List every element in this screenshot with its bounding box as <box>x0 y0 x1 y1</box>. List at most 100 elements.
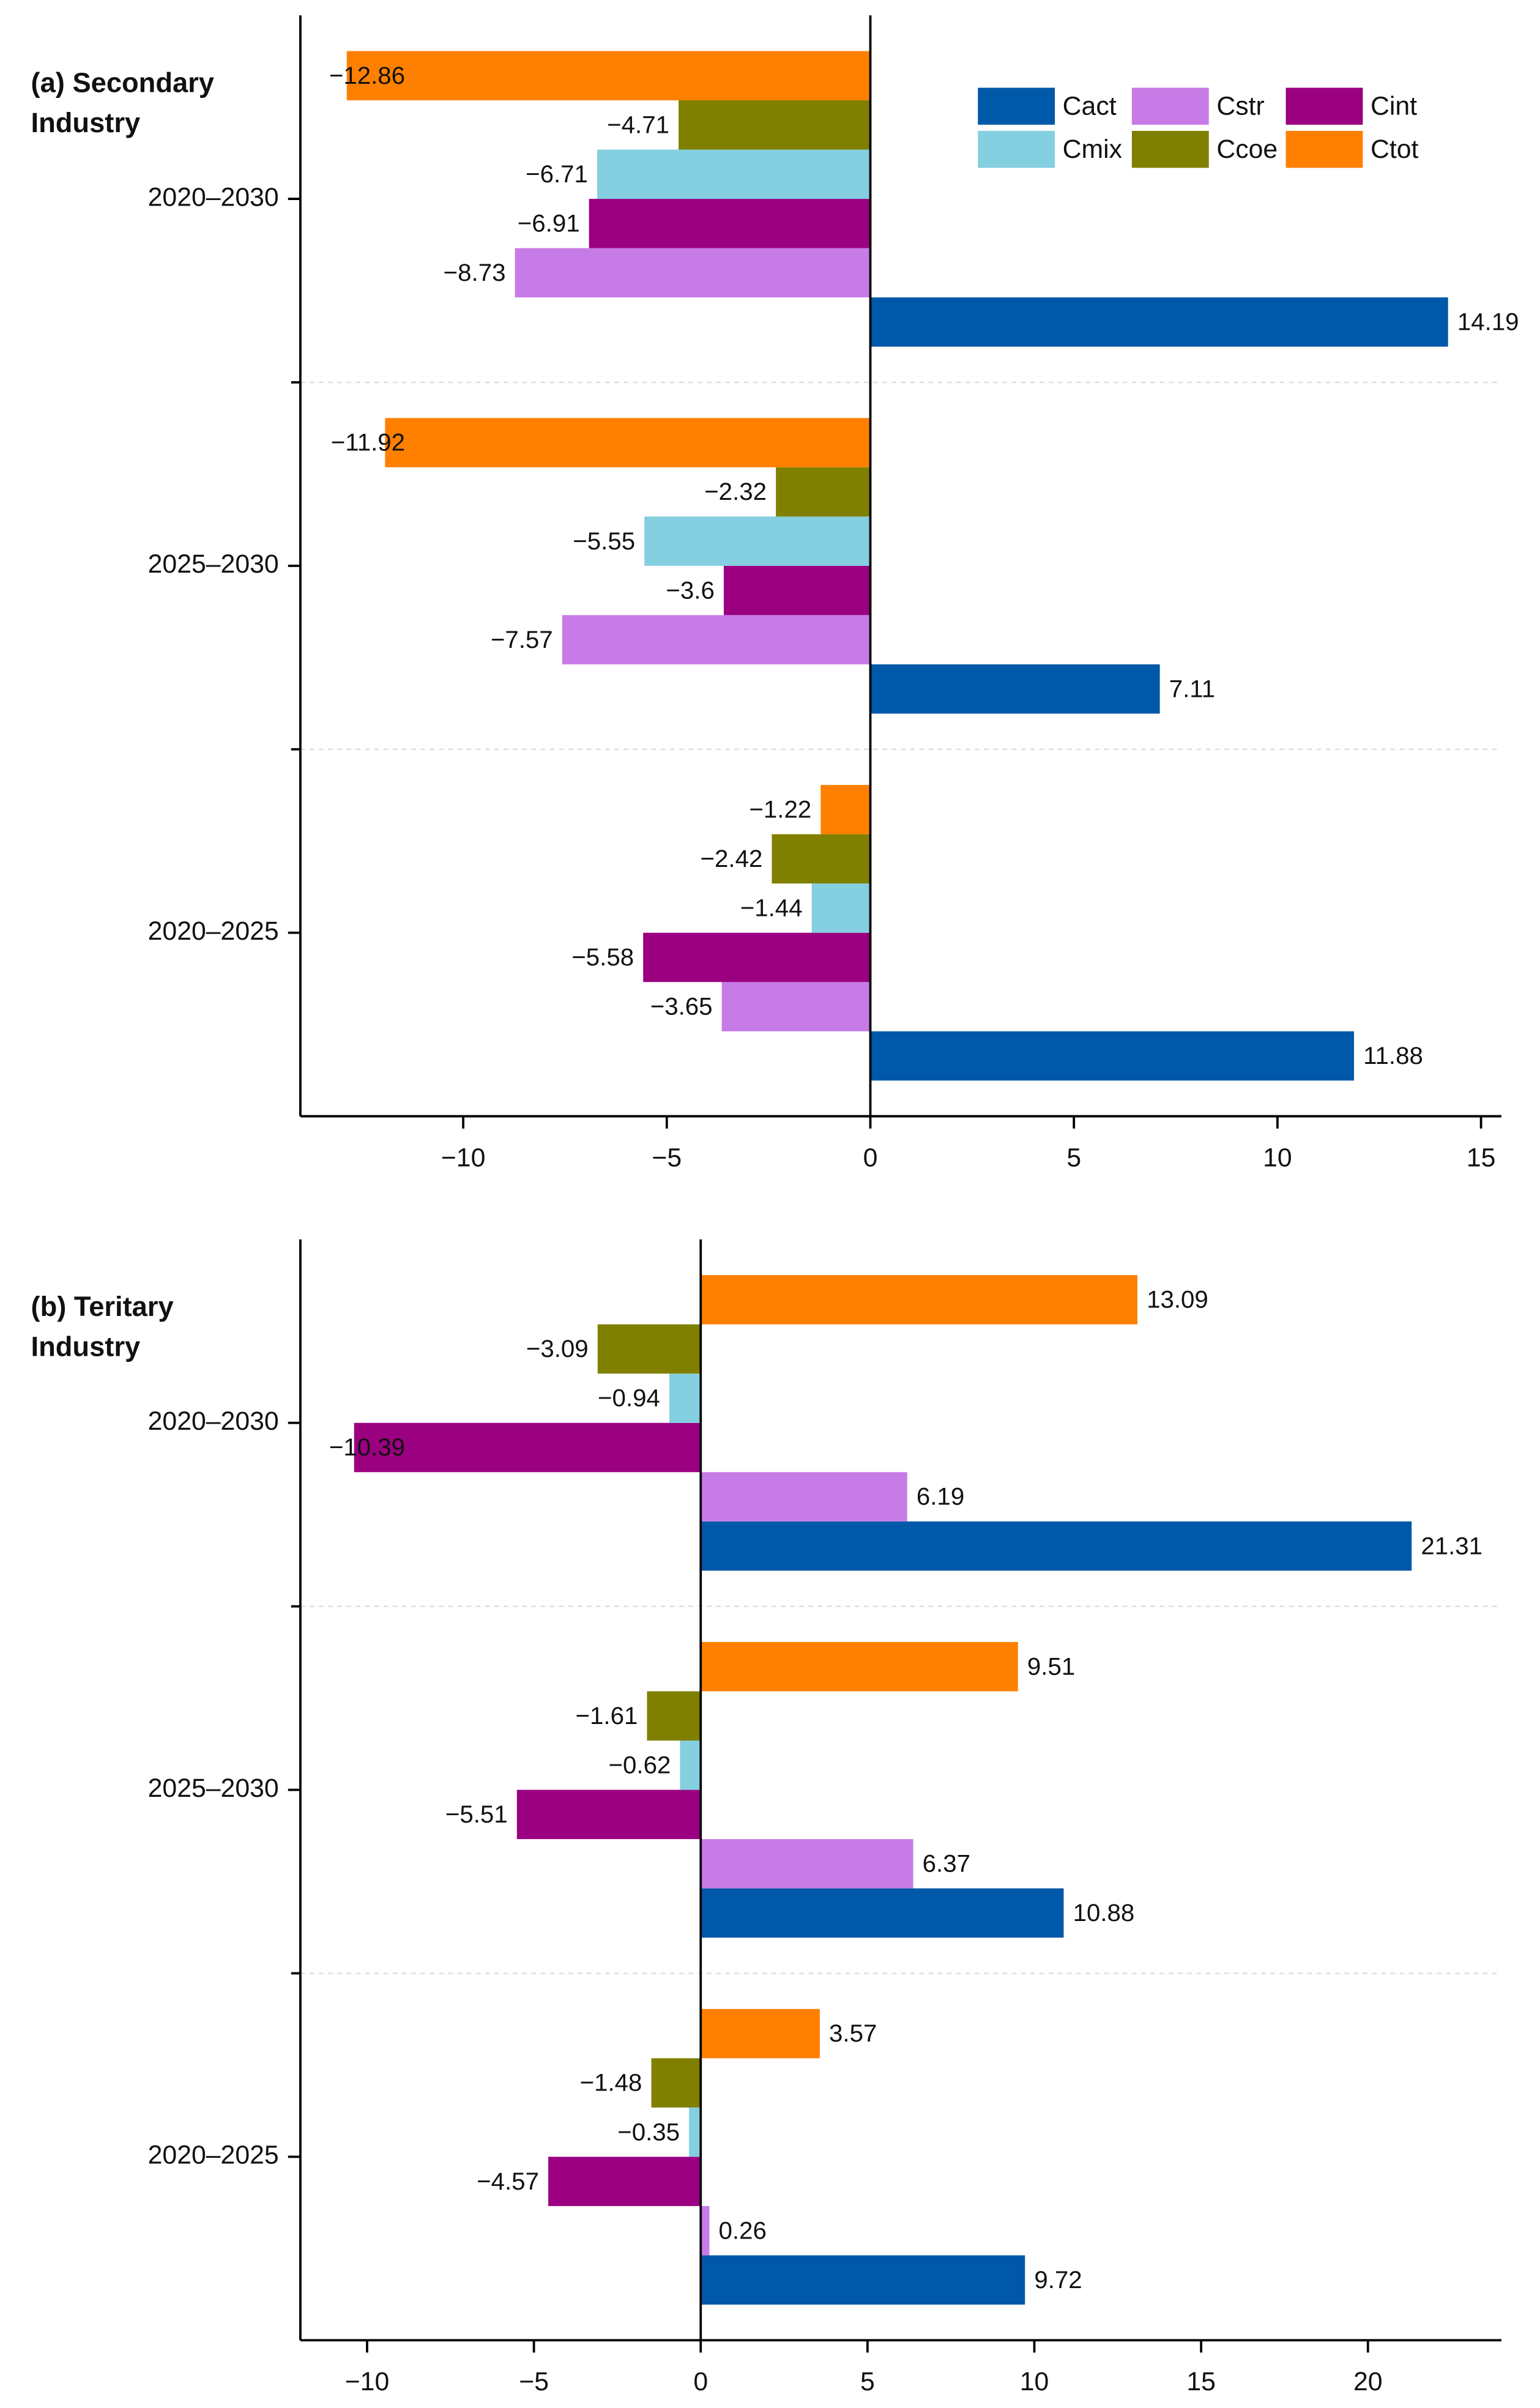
legend-swatch <box>978 87 1055 125</box>
x-tick-label: 15 <box>1186 2367 1216 2396</box>
x-tick-label: −10 <box>441 1143 486 1172</box>
legend-swatch <box>1131 87 1209 125</box>
data-label: −0.94 <box>598 1384 660 1412</box>
data-label: −12.86 <box>329 62 405 89</box>
bar <box>669 1373 701 1423</box>
bar <box>385 418 871 467</box>
chart-title: Industry <box>31 1331 141 1362</box>
data-label: −1.61 <box>576 1702 638 1730</box>
bar <box>515 248 871 298</box>
chart-title: (b) Teritary <box>31 1291 174 1322</box>
data-label: −8.73 <box>444 259 506 286</box>
x-tick-label: 20 <box>1353 2367 1383 2396</box>
data-label: −6.71 <box>526 160 588 188</box>
legend-label: Ctot <box>1371 135 1419 164</box>
y-tick-label: 2020–2030 <box>148 1407 279 1436</box>
x-tick-label: 10 <box>1263 1143 1292 1172</box>
bar <box>811 883 871 933</box>
data-label: −11.92 <box>331 429 405 456</box>
data-label: −3.09 <box>526 1335 589 1362</box>
bar <box>701 2205 710 2256</box>
data-label: −5.55 <box>573 527 635 555</box>
bar <box>701 1275 1138 1325</box>
x-tick-label: 0 <box>693 2367 708 2396</box>
data-label: −4.57 <box>477 2168 539 2195</box>
data-label: −10.39 <box>329 1433 405 1461</box>
legend-swatch <box>978 130 1055 168</box>
bar <box>644 516 871 566</box>
x-tick-label: −5 <box>519 2367 549 2396</box>
bar <box>701 1888 1064 1938</box>
legend-swatch <box>1285 87 1363 125</box>
data-label: −5.58 <box>571 943 634 971</box>
data-label: −2.32 <box>704 478 767 505</box>
bar <box>597 149 871 199</box>
data-label: −3.65 <box>650 993 713 1020</box>
legend-label: Ccoe <box>1216 135 1278 164</box>
legend-swatch <box>1131 130 1209 168</box>
data-label: 7.11 <box>1169 675 1215 702</box>
bar <box>643 932 871 983</box>
bar <box>597 1324 701 1374</box>
bar <box>776 467 871 517</box>
data-label: 21.31 <box>1421 1532 1482 1559</box>
bar <box>701 1472 907 1522</box>
legend-label: Cmix <box>1063 135 1122 164</box>
data-label: −4.71 <box>607 111 669 138</box>
data-label: 11.88 <box>1363 1042 1423 1069</box>
bar <box>701 1521 1412 1571</box>
bar <box>870 1031 1355 1081</box>
x-tick-label: 15 <box>1467 1143 1496 1172</box>
bar <box>870 297 1448 347</box>
bar <box>701 1839 913 1889</box>
legend-label: Cstr <box>1216 91 1264 121</box>
data-label: −7.57 <box>491 626 553 653</box>
bar <box>651 2058 701 2108</box>
bar <box>870 664 1160 714</box>
data-label: 6.19 <box>917 1483 964 1511</box>
bar <box>689 2107 701 2157</box>
data-label: 13.09 <box>1147 1286 1208 1314</box>
bar <box>516 1789 701 1840</box>
data-label: 0.26 <box>719 2217 767 2244</box>
x-tick-label: 0 <box>863 1143 878 1172</box>
data-label: −6.91 <box>518 209 580 237</box>
bar <box>701 1641 1018 1692</box>
data-label: 9.72 <box>1034 2266 1082 2294</box>
bar <box>701 2009 820 2059</box>
bar <box>647 1691 701 1741</box>
legend-label: Cint <box>1371 91 1417 121</box>
x-tick-label: 10 <box>1020 2367 1049 2396</box>
y-tick-label: 2020–2030 <box>148 182 279 212</box>
data-label: −5.51 <box>445 1800 508 1828</box>
data-label: 9.51 <box>1027 1652 1075 1680</box>
y-tick-label: 2020–2025 <box>148 2141 279 2170</box>
data-label: 14.19 <box>1457 308 1519 336</box>
bar <box>680 1741 701 1790</box>
data-label: 10.88 <box>1073 1899 1135 1927</box>
bar <box>721 982 871 1031</box>
bar <box>589 199 871 248</box>
bar <box>548 2157 701 2206</box>
bar <box>772 834 871 884</box>
y-tick-label: 2025–2030 <box>148 549 279 579</box>
data-label: −3.6 <box>666 576 714 604</box>
bar <box>562 615 871 664</box>
bar <box>701 2255 1025 2305</box>
legend-label: Cact <box>1063 91 1117 121</box>
data-label: 6.37 <box>923 1850 970 1878</box>
bar <box>820 785 871 834</box>
x-tick-label: −10 <box>345 2367 390 2396</box>
data-label: −1.44 <box>740 894 803 922</box>
chart-title: (a) Secondary <box>31 67 214 98</box>
bar <box>723 565 871 615</box>
data-label: 3.57 <box>829 2020 877 2047</box>
bar <box>679 100 871 150</box>
legend-swatch <box>1285 130 1363 168</box>
data-label: −1.48 <box>580 2069 642 2097</box>
data-label: −2.42 <box>701 845 763 872</box>
x-tick-label: −5 <box>652 1143 682 1172</box>
y-tick-label: 2025–2030 <box>148 1774 279 1803</box>
